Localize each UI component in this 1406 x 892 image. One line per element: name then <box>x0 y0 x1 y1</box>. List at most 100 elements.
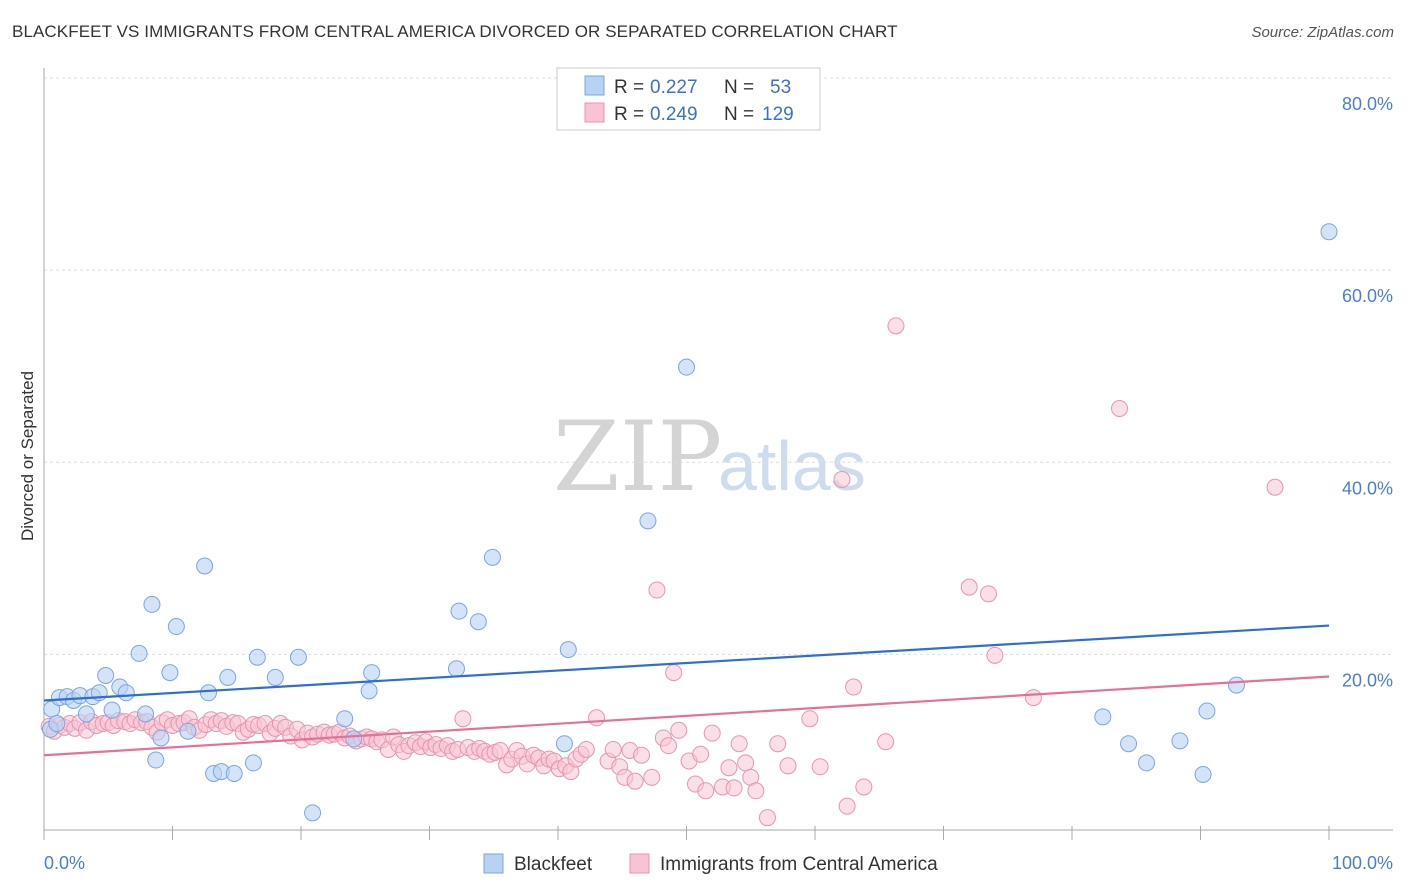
blackfeet-point <box>360 682 378 700</box>
immigrants-point <box>779 757 797 775</box>
blackfeet-point <box>345 730 363 748</box>
blackfeet-point <box>1120 735 1138 753</box>
immigrants-point <box>454 710 472 728</box>
legend-n-label-1: N = <box>724 77 754 98</box>
immigrants-point <box>855 778 873 796</box>
y-tick-label: 20.0% <box>1342 670 1393 690</box>
blackfeet-point <box>304 804 322 822</box>
immigrants-point <box>648 581 666 599</box>
blackfeet-point <box>363 664 381 682</box>
immigrants-point <box>747 782 765 800</box>
blackfeet-point <box>678 358 695 376</box>
immigrants-point <box>845 678 863 696</box>
immigrants-point <box>577 740 595 758</box>
immigrants-point <box>769 735 787 753</box>
bottom-legend-swatch-blackfeet <box>483 853 504 874</box>
blackfeet-point <box>639 512 657 530</box>
blackfeet-point <box>483 548 501 566</box>
immigrants-point <box>1111 399 1129 417</box>
axes <box>43 68 1393 831</box>
blackfeet-point <box>555 735 573 753</box>
blackfeet-point <box>244 754 262 772</box>
blackfeet-point <box>1094 708 1112 726</box>
immigrants-point <box>1266 478 1284 496</box>
blackfeet-point <box>447 660 465 678</box>
y-tick-label: 60.0% <box>1342 286 1393 306</box>
series-immigrants-points <box>40 317 1284 827</box>
blackfeet-point <box>289 648 307 666</box>
blackfeet-point <box>130 644 148 662</box>
blackfeet-point <box>196 557 214 575</box>
immigrants-point <box>979 585 997 603</box>
blackfeet-point <box>1171 732 1189 750</box>
blackfeet-point <box>559 641 577 659</box>
immigrants-point <box>737 754 755 772</box>
immigrants-point <box>665 664 683 682</box>
x-tick-label-max: 100.0% <box>1332 853 1393 873</box>
legend-swatch-blackfeet <box>584 75 605 96</box>
blackfeet-point <box>266 668 284 686</box>
immigrants-point <box>660 737 678 755</box>
blackfeet-point <box>179 722 197 740</box>
blackfeet-point <box>117 684 135 702</box>
y-axis-title: Divorced or Separated <box>18 371 37 541</box>
correlation-legend: R = 0.227 N = 53 R = 0.249 N = 129 <box>556 67 821 131</box>
bottom-legend-label-blackfeet: Blackfeet <box>514 854 593 875</box>
legend-r-value-1: 0.227 <box>650 77 698 98</box>
legend-r-label-2: R = <box>614 104 644 125</box>
legend-swatch-immigrants <box>584 102 605 123</box>
immigrants-point <box>643 768 661 786</box>
blackfeet-point <box>1320 223 1338 241</box>
blackfeet-point <box>336 710 354 728</box>
immigrants-point <box>703 724 721 742</box>
immigrants-point <box>877 733 895 751</box>
immigrants-point <box>960 578 978 596</box>
blackfeet-point <box>1198 702 1216 720</box>
blackfeet-point <box>103 701 121 719</box>
immigrants-point <box>833 471 851 489</box>
blackfeet-point <box>77 705 95 723</box>
y-tick-labels: 20.0% 40.0% 60.0% 80.0% <box>1342 94 1393 690</box>
immigrants-point <box>491 741 509 759</box>
immigrants-point <box>986 646 1004 664</box>
immigrants-point <box>730 735 748 753</box>
watermark-zip: ZIP <box>553 401 722 513</box>
blackfeet-point <box>450 602 468 620</box>
blackfeet-point <box>161 664 179 682</box>
trend-line-blackfeet <box>43 624 1330 702</box>
blackfeet-point <box>1138 754 1156 772</box>
x-tick-label-min: 0.0% <box>44 853 85 873</box>
chart-source: Source: ZipAtlas.com <box>1251 24 1394 41</box>
blackfeet-point <box>199 684 217 702</box>
blackfeet-point <box>219 668 237 686</box>
blackfeet-point <box>469 613 487 631</box>
immigrants-point <box>758 809 776 827</box>
blackfeet-point <box>143 595 161 613</box>
y-tick-label: 40.0% <box>1342 478 1393 498</box>
bottom-legend-label-immigrants: Immigrants from Central America <box>660 854 938 875</box>
immigrants-point <box>801 710 819 728</box>
immigrants-point <box>887 317 905 335</box>
y-tick-label: 80.0% <box>1342 94 1393 114</box>
blackfeet-point <box>225 764 243 782</box>
immigrants-point <box>670 721 688 739</box>
immigrants-point <box>811 758 829 776</box>
trend-line-immigrants <box>43 675 1330 757</box>
blackfeet-point <box>137 705 155 723</box>
series-legend: Blackfeet Immigrants from Central Americ… <box>483 853 938 875</box>
blackfeet-point <box>152 729 170 747</box>
blackfeet-point <box>48 715 66 733</box>
immigrants-point <box>720 759 738 777</box>
grid-lines <box>44 77 1393 655</box>
legend-n-value-1: 53 <box>770 77 791 98</box>
blackfeet-point <box>147 751 165 769</box>
immigrants-point <box>604 740 622 758</box>
x-ticks <box>43 826 1330 840</box>
immigrants-point <box>633 746 651 764</box>
immigrants-point <box>626 772 644 790</box>
blackfeet-point <box>1194 765 1212 783</box>
blackfeet-point <box>97 667 115 685</box>
immigrants-point <box>1024 689 1042 707</box>
legend-r-value-2: 0.249 <box>650 104 698 125</box>
